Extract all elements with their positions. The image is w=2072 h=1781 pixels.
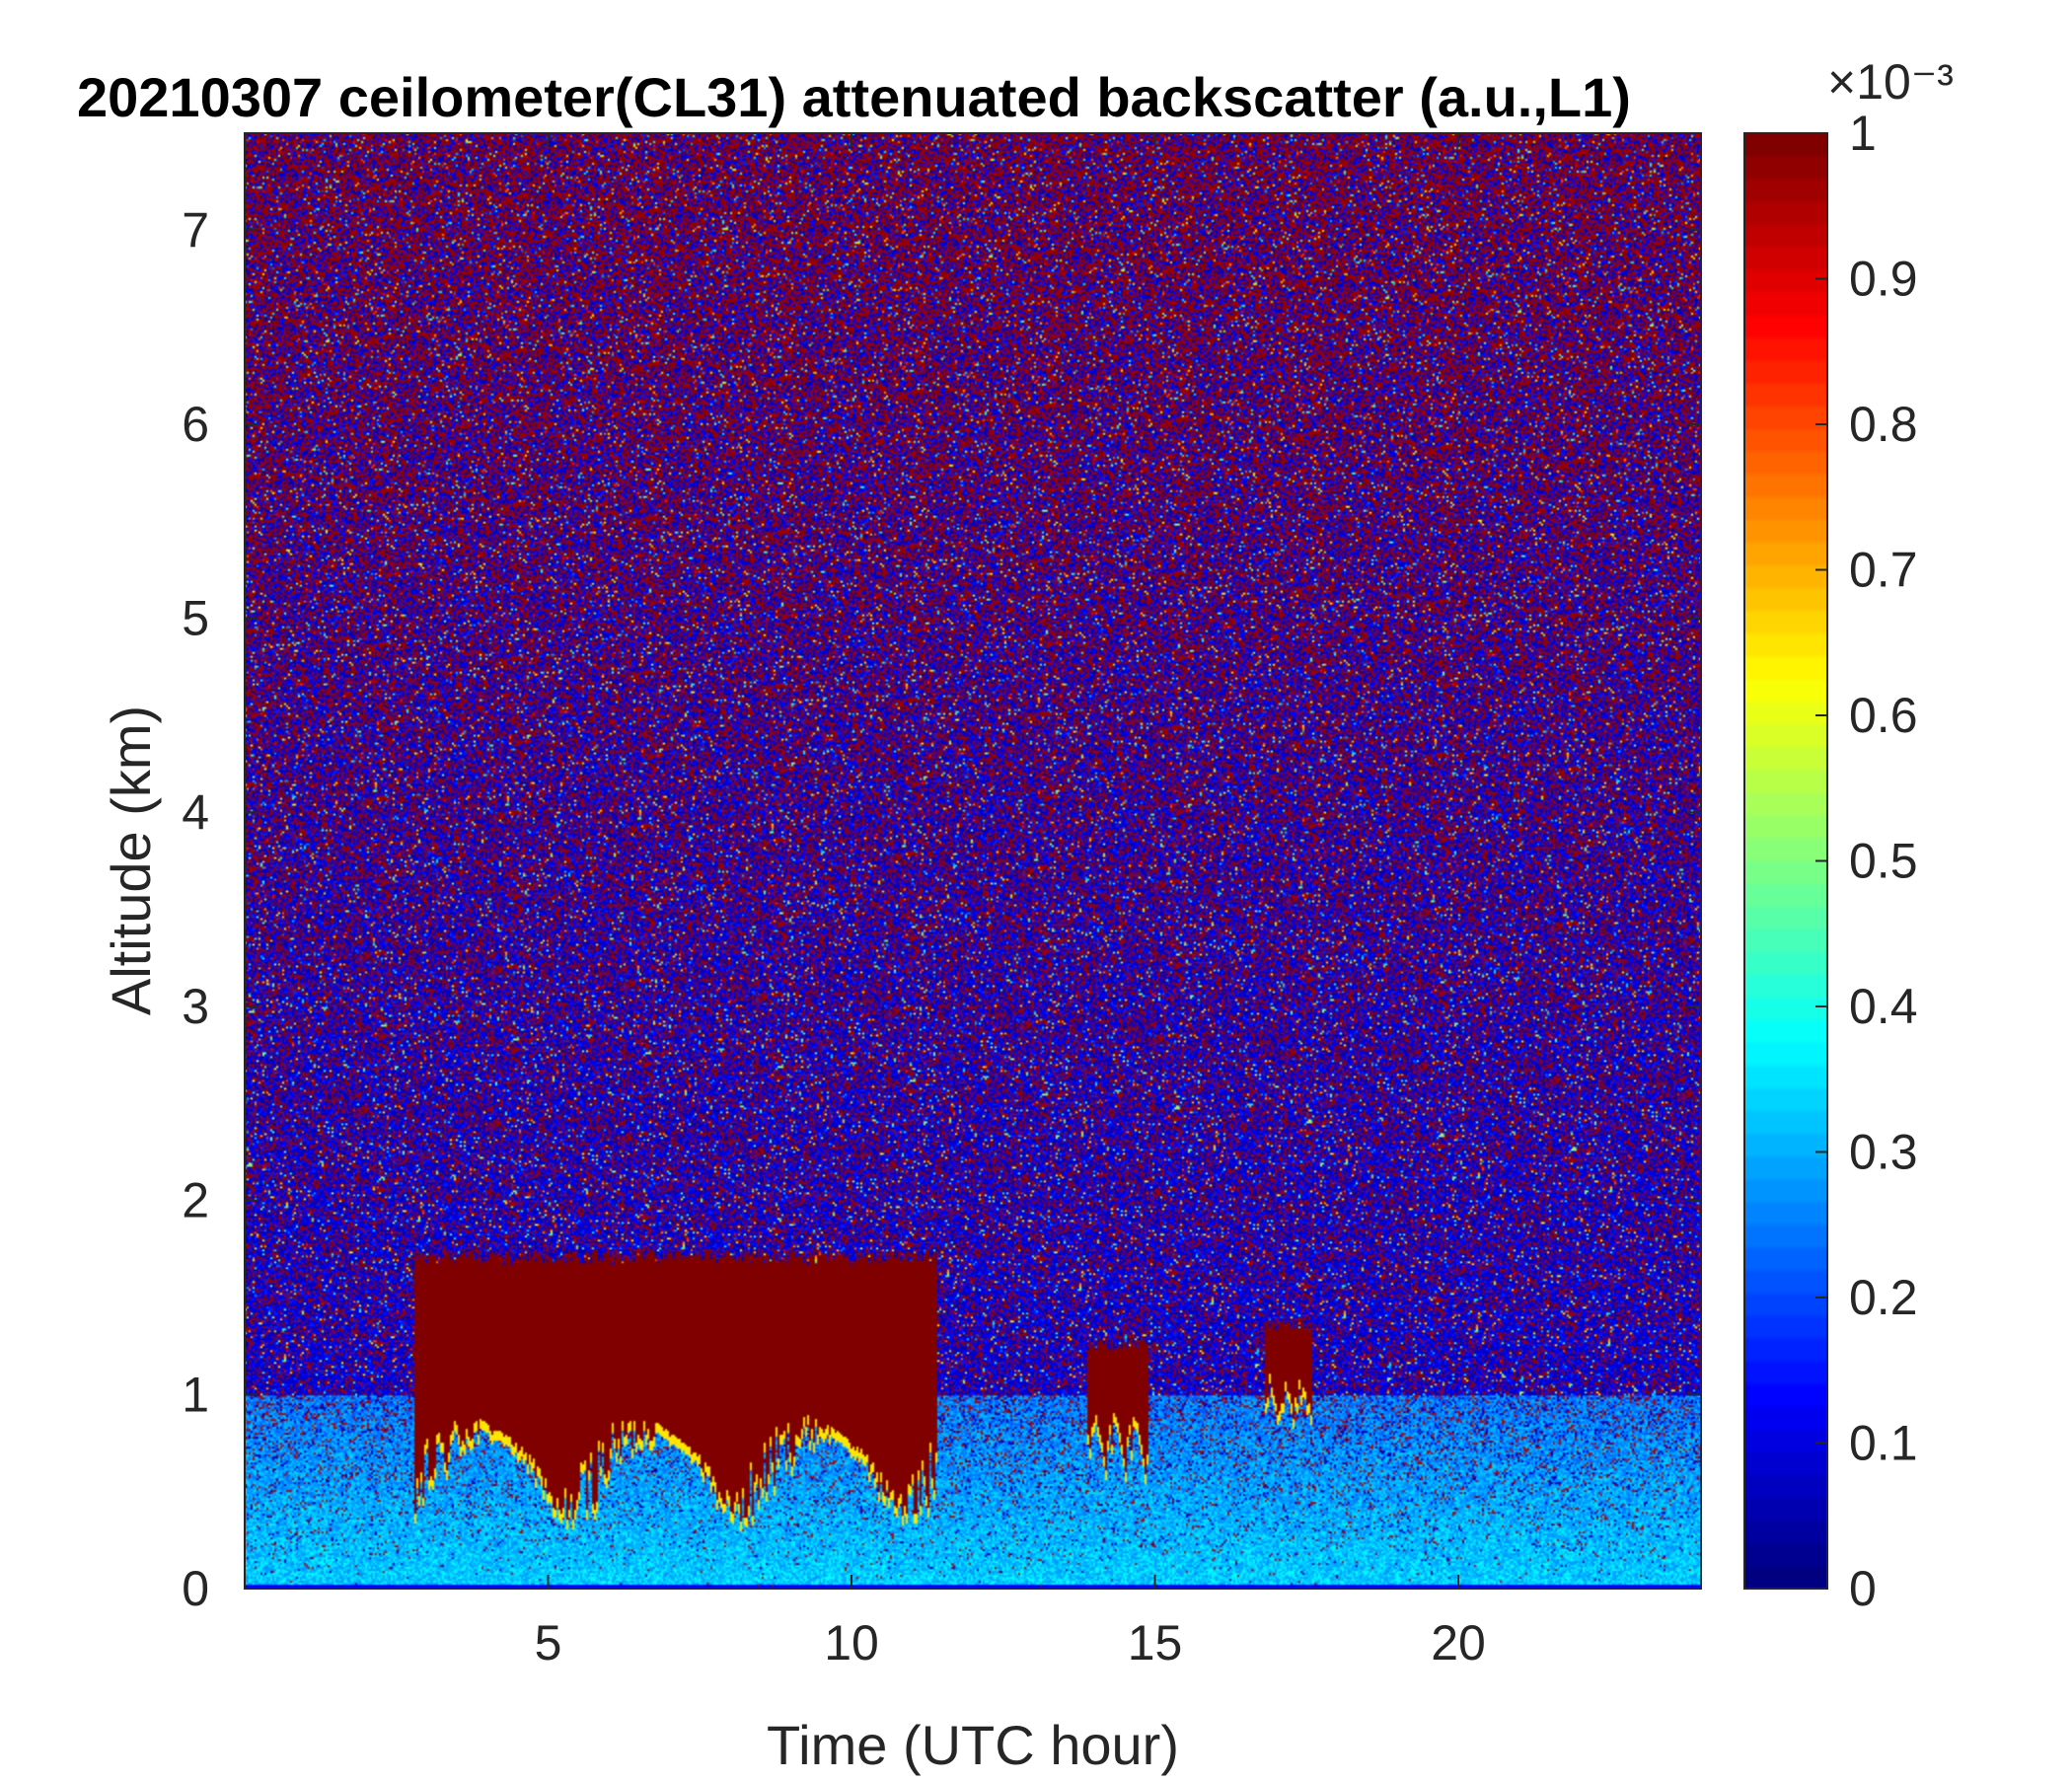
- colorbar-tick-label: 0.4: [1849, 979, 1918, 1034]
- plot-frame: [244, 132, 1702, 1590]
- colorbar-tick-label: 0.2: [1849, 1270, 1918, 1325]
- y-tick-label: 4: [182, 784, 209, 840]
- y-tick-label: 1: [182, 1367, 209, 1422]
- colorbar-tick-label: 0.7: [1849, 543, 1918, 598]
- colorbar-image: [1744, 133, 1827, 1589]
- heatmap-image: [245, 133, 1701, 1589]
- colorbar-tick-label: 0.8: [1849, 397, 1918, 452]
- y-tick-label: 3: [182, 979, 209, 1034]
- plot-area: [244, 132, 1702, 1590]
- x-tick-label: 20: [1431, 1615, 1486, 1670]
- colorbar-tick-label: 0.9: [1849, 252, 1918, 307]
- x-tick-label: 10: [824, 1615, 879, 1670]
- y-tick-label: 0: [182, 1561, 209, 1616]
- x-axis-label: Time (UTC hour): [767, 1714, 1179, 1776]
- x-tick-label: 15: [1128, 1615, 1183, 1670]
- colorbar-exponent: ×10⁻³: [1827, 54, 1954, 110]
- y-tick-label: 5: [182, 591, 209, 646]
- colorbar: 0 0.1 0.2 0.3 0.4 0.5 0.6 0.7 0.8 0.9 1 ×10⁻³: [1743, 54, 1954, 1616]
- y-axis-label: Altitude (km): [100, 705, 162, 1015]
- colorbar-tick-label: 0.1: [1849, 1416, 1918, 1471]
- colorbar-tick-label: 1: [1849, 106, 1877, 161]
- y-tick-label: 2: [182, 1173, 209, 1228]
- y-tick-label: 7: [182, 202, 209, 258]
- chart-title: 20210307 ceilometer(CL31) attenuated bac…: [77, 66, 1631, 128]
- x-axis: 5 10 15 20: [535, 133, 1486, 1670]
- colorbar-tick-label: 0.5: [1849, 834, 1918, 889]
- colorbar-tick-label: 0.6: [1849, 688, 1918, 743]
- colorbar-ticks: 0 0.1 0.2 0.3 0.4 0.5 0.6 0.7 0.8 0.9 1: [1815, 106, 1918, 1616]
- y-axis: 0 1 2 3 4 5 6 7: [182, 202, 1701, 1616]
- colorbar-tick-label: 0: [1849, 1561, 1877, 1616]
- colorbar-tick-label: 0.3: [1849, 1125, 1918, 1180]
- y-tick-label: 6: [182, 397, 209, 452]
- x-tick-label: 5: [535, 1615, 562, 1670]
